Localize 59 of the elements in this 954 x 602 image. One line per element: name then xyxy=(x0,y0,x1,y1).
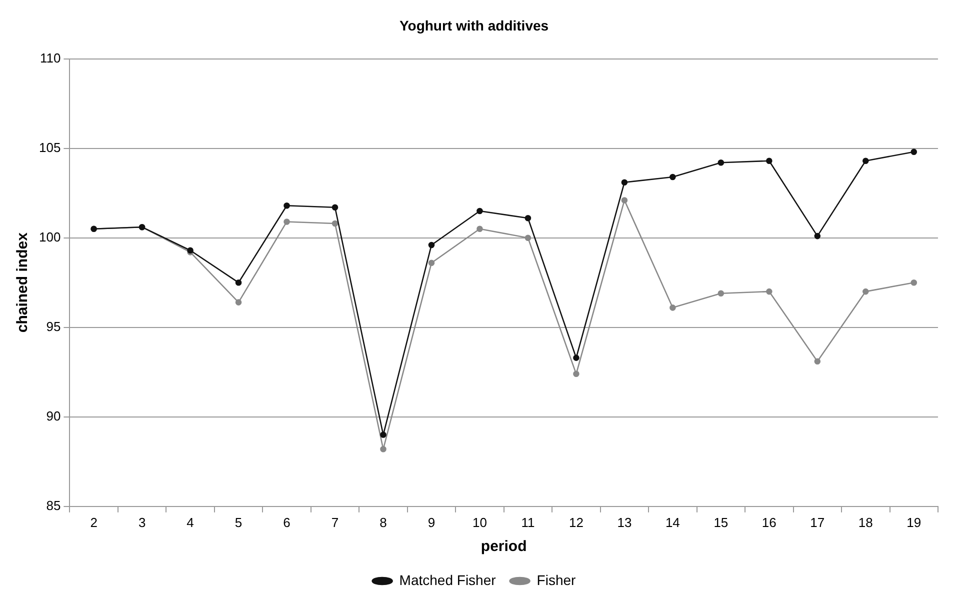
point xyxy=(621,179,628,186)
point xyxy=(573,354,580,361)
y-tick-label: 110 xyxy=(40,50,61,66)
y-tick-label: 105 xyxy=(38,140,61,155)
x-tick-label: 16 xyxy=(762,514,776,530)
x-tick-label: 17 xyxy=(810,514,825,530)
y-axis-title: chained index xyxy=(14,232,32,333)
point xyxy=(718,290,724,296)
point xyxy=(235,279,242,286)
y-tick-label: 85 xyxy=(46,498,61,513)
legend-label: Fisher xyxy=(536,572,576,588)
y-tick-label: 95 xyxy=(46,318,61,334)
point xyxy=(332,220,338,227)
point xyxy=(910,148,918,156)
x-tick-label: 13 xyxy=(617,514,632,530)
point xyxy=(621,197,628,204)
x-tick-label: 4 xyxy=(186,514,194,530)
point xyxy=(814,358,821,365)
x-tick-label: 14 xyxy=(665,514,680,530)
point xyxy=(862,288,869,295)
point xyxy=(814,232,821,240)
point xyxy=(910,279,918,286)
x-tick-label: 6 xyxy=(283,514,290,530)
point xyxy=(428,260,435,266)
x-tick-label: 8 xyxy=(380,514,387,530)
point xyxy=(573,370,580,378)
point xyxy=(766,288,772,295)
x-axis-title: period xyxy=(480,538,527,556)
x-tick-label: 3 xyxy=(138,514,146,530)
x-tick-label: 19 xyxy=(906,514,922,530)
point xyxy=(332,204,338,211)
point xyxy=(718,159,724,166)
x-tick-label: 11 xyxy=(521,514,535,530)
x-tick-label: 7 xyxy=(331,514,339,530)
x-tick-label: 9 xyxy=(428,514,436,530)
x-tick-label: 2 xyxy=(90,514,98,530)
point xyxy=(670,174,676,180)
point xyxy=(380,446,386,452)
point xyxy=(235,299,242,306)
point xyxy=(428,242,435,248)
point xyxy=(476,208,483,214)
point xyxy=(524,234,532,241)
point xyxy=(766,158,772,164)
point xyxy=(524,214,532,222)
x-tick-label: 12 xyxy=(568,514,584,530)
x-tick-label: 15 xyxy=(714,514,728,530)
legend-label: Matched Fisher xyxy=(399,572,496,588)
y-tick-label: 90 xyxy=(46,408,61,424)
point xyxy=(284,202,290,209)
point xyxy=(380,432,386,438)
y-tick-label: 100 xyxy=(38,229,61,244)
x-tick-label: 10 xyxy=(472,514,487,530)
point xyxy=(476,226,483,232)
point xyxy=(284,218,290,225)
x-tick-label: 5 xyxy=(234,514,242,530)
chart-title: Yoghurt with additives xyxy=(399,17,549,34)
point xyxy=(862,158,869,164)
x-tick-label: 18 xyxy=(858,514,873,530)
point xyxy=(670,304,676,311)
